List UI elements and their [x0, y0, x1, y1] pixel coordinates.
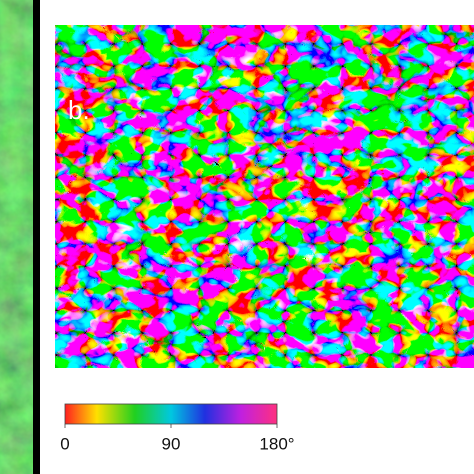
- left-panel-image: [0, 0, 33, 474]
- panel-label: b.: [68, 95, 90, 125]
- colorbar-tick-label: 90: [162, 434, 181, 453]
- colorbar-tick-label: 180°: [259, 434, 294, 453]
- colorbar-gradient: [64, 403, 278, 425]
- orientation-map: b.: [55, 25, 474, 368]
- colorbar-tick-label: 0: [60, 434, 69, 453]
- left-panel: [0, 0, 40, 474]
- colorbar: 0 90 180°: [60, 403, 295, 453]
- map-image: [55, 25, 474, 368]
